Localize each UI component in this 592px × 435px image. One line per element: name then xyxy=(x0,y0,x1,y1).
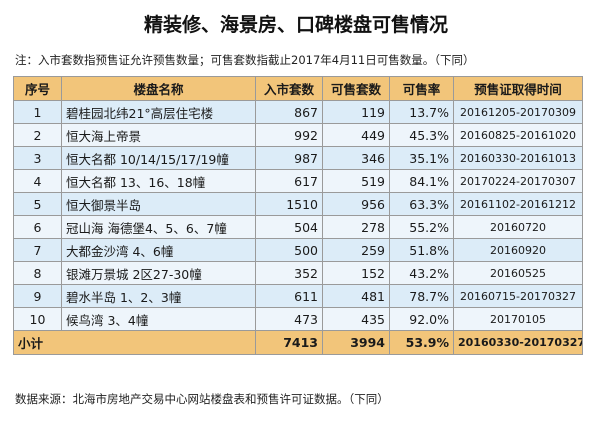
row-permit-date: 20161205-20170309 xyxy=(453,100,583,124)
row-name: 候鸟湾 3、4幢 xyxy=(61,307,256,331)
header-name: 楼盘名称 xyxy=(61,76,256,101)
row-name: 碧水半岛 1、2、3幢 xyxy=(61,284,256,308)
row-no: 6 xyxy=(13,215,62,239)
table-row: 3 恒大名都 10/14/15/17/19幢 987 346 35.1% 201… xyxy=(13,146,583,170)
row-rate: 13.7% xyxy=(389,100,454,124)
summary-row: 小计 7413 3994 53.9% 20160330-20170327 xyxy=(13,330,583,355)
row-permit-date: 20161102-20161212 xyxy=(453,192,583,216)
summary-label: 小计 xyxy=(13,330,256,355)
row-available: 449 xyxy=(322,123,390,147)
row-available: 119 xyxy=(322,100,390,124)
row-available: 519 xyxy=(322,169,390,193)
row-no: 2 xyxy=(13,123,62,147)
row-entered: 617 xyxy=(255,169,323,193)
row-available: 346 xyxy=(322,146,390,170)
row-permit-date: 20170105 xyxy=(453,307,583,331)
summary-entered: 7413 xyxy=(255,330,323,355)
row-rate: 78.7% xyxy=(389,284,454,308)
row-available: 152 xyxy=(322,261,390,285)
row-no: 9 xyxy=(13,284,62,308)
table-row: 2 恒大海上帝景 992 449 45.3% 20160825-20161020 xyxy=(13,123,583,147)
row-no: 4 xyxy=(13,169,62,193)
table-row: 1 碧桂园北纬21°高层住宅楼 867 119 13.7% 20161205-2… xyxy=(13,100,583,124)
row-no: 10 xyxy=(13,307,62,331)
table-row: 9 碧水半岛 1、2、3幢 611 481 78.7% 20160715-201… xyxy=(13,284,583,308)
row-entered: 504 xyxy=(255,215,323,239)
table-row: 7 大都金沙湾 4、6幢 500 259 51.8% 20160920 xyxy=(13,238,583,262)
row-available: 481 xyxy=(322,284,390,308)
row-name: 恒大名都 10/14/15/17/19幢 xyxy=(61,146,256,170)
row-permit-date: 20160715-20170327 xyxy=(453,284,583,308)
row-entered: 992 xyxy=(255,123,323,147)
row-available: 278 xyxy=(322,215,390,239)
row-name: 恒大名都 13、16、18幢 xyxy=(61,169,256,193)
header-permit-date: 预售证取得时间 xyxy=(453,76,583,101)
row-permit-date: 20170224-20170307 xyxy=(453,169,583,193)
header-rate: 可售率 xyxy=(389,76,454,101)
row-entered: 500 xyxy=(255,238,323,262)
page-title: 精装修、海景房、口碑楼盘可售情况 xyxy=(143,14,448,36)
row-no: 5 xyxy=(13,192,62,216)
header-available: 可售套数 xyxy=(322,76,390,101)
row-entered: 473 xyxy=(255,307,323,331)
top-note: 注：入市套数指预售证允许预售数量；可售套数指截止2017年4月11日可售数量。（… xyxy=(15,53,475,67)
row-entered: 867 xyxy=(255,100,323,124)
sales-table: 序号 楼盘名称 入市套数 可售套数 可售率 预售证取得时间 1 碧桂园北纬21°… xyxy=(13,76,583,355)
table-row: 8 银滩万景城 2区27-30幢 352 152 43.2% 20160525 xyxy=(13,261,583,285)
table-row: 10 候鸟湾 3、4幢 473 435 92.0% 20170105 xyxy=(13,307,583,331)
row-rate: 51.8% xyxy=(389,238,454,262)
table-header-row: 序号 楼盘名称 入市套数 可售套数 可售率 预售证取得时间 xyxy=(13,76,583,101)
table-row: 4 恒大名都 13、16、18幢 617 519 84.1% 20170224-… xyxy=(13,169,583,193)
header-no: 序号 xyxy=(13,76,62,101)
summary-rate: 53.9% xyxy=(389,330,454,355)
summary-available: 3994 xyxy=(322,330,390,355)
summary-permit-date: 20160330-20170327 xyxy=(453,330,583,355)
row-entered: 611 xyxy=(255,284,323,308)
row-entered: 987 xyxy=(255,146,323,170)
row-available: 259 xyxy=(322,238,390,262)
row-rate: 92.0% xyxy=(389,307,454,331)
row-no: 1 xyxy=(13,100,62,124)
row-no: 7 xyxy=(13,238,62,262)
row-permit-date: 20160720 xyxy=(453,215,583,239)
row-name: 银滩万景城 2区27-30幢 xyxy=(61,261,256,285)
row-name: 冠山海 海德堡4、5、6、7幢 xyxy=(61,215,256,239)
row-no: 8 xyxy=(13,261,62,285)
source-note: 数据来源：北海市房地产交易中心网站楼盘表和预售许可证数据。（下同） xyxy=(15,392,389,406)
row-name: 恒大海上帝景 xyxy=(61,123,256,147)
row-entered: 352 xyxy=(255,261,323,285)
row-permit-date: 20160920 xyxy=(453,238,583,262)
row-permit-date: 20160525 xyxy=(453,261,583,285)
row-rate: 84.1% xyxy=(389,169,454,193)
row-rate: 35.1% xyxy=(389,146,454,170)
row-available: 956 xyxy=(322,192,390,216)
row-permit-date: 20160330-20161013 xyxy=(453,146,583,170)
row-name: 大都金沙湾 4、6幢 xyxy=(61,238,256,262)
row-rate: 63.3% xyxy=(389,192,454,216)
row-no: 3 xyxy=(13,146,62,170)
header-entered: 入市套数 xyxy=(255,76,323,101)
row-entered: 1510 xyxy=(255,192,323,216)
row-rate: 55.2% xyxy=(389,215,454,239)
row-available: 435 xyxy=(322,307,390,331)
row-permit-date: 20160825-20161020 xyxy=(453,123,583,147)
row-rate: 43.2% xyxy=(389,261,454,285)
row-name: 碧桂园北纬21°高层住宅楼 xyxy=(61,100,256,124)
row-name: 恒大御景半岛 xyxy=(61,192,256,216)
table-row: 6 冠山海 海德堡4、5、6、7幢 504 278 55.2% 20160720 xyxy=(13,215,583,239)
row-rate: 45.3% xyxy=(389,123,454,147)
table-row: 5 恒大御景半岛 1510 956 63.3% 20161102-2016121… xyxy=(13,192,583,216)
